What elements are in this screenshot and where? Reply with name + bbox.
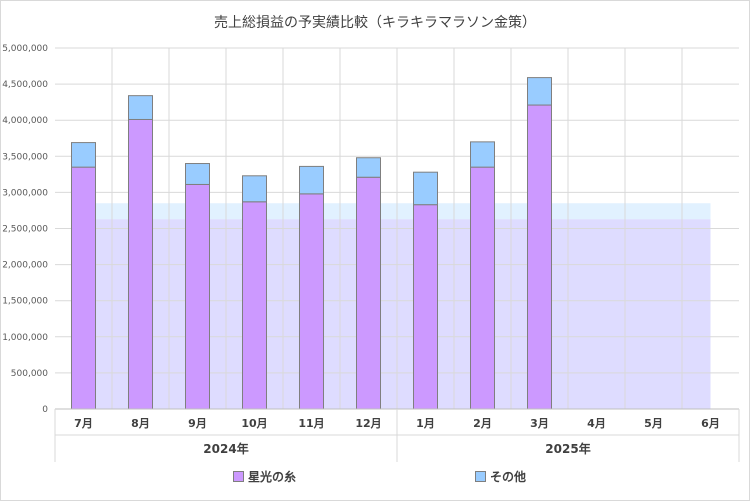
x-tick-label: 4月 <box>587 417 606 430</box>
bar-segment-series-1 <box>527 104 552 410</box>
bar-segment-series-2 <box>470 141 495 168</box>
x-tick-label: 7月 <box>74 417 93 430</box>
x-tick-label: 8月 <box>131 417 150 430</box>
y-tick-label: 3,500,000 <box>2 152 48 162</box>
legend-swatch-series-1 <box>233 471 244 482</box>
bar-segment-series-2 <box>527 77 552 106</box>
bar-segment-series-1 <box>470 166 495 410</box>
y-tick-label: 0 <box>42 405 48 415</box>
bar-segment-series-1 <box>128 118 153 410</box>
bar-segment-series-2 <box>71 142 96 168</box>
x-tick-label: 9月 <box>188 417 207 430</box>
bar-segment-series-2 <box>128 95 153 120</box>
y-tick-label: 4,000,000 <box>2 116 48 126</box>
y-tick-label: 3,000,000 <box>2 188 48 198</box>
y-tick-label: 2,000,000 <box>2 261 48 271</box>
bar-segment-series-1 <box>413 204 438 410</box>
bar-segment-series-1 <box>299 193 324 410</box>
y-tick-label: 500,000 <box>11 369 48 379</box>
x-tick-label: 1月 <box>416 417 435 430</box>
axes-layer: 0 500,000 1,000,000 1,500,000 2,000,000 2,500… <box>2 44 740 462</box>
legend-item-series-1: 星光の糸 <box>233 468 296 485</box>
bar-segment-series-2 <box>413 171 438 206</box>
bar-segment-series-2 <box>299 165 324 195</box>
gridlines <box>55 47 739 409</box>
legend-label-series-2: その他 <box>490 470 527 484</box>
bar-segment-series-2 <box>242 175 267 203</box>
legend-item-series-2: その他 <box>475 468 526 485</box>
bar-segment-series-2 <box>185 163 210 185</box>
y-tick-label: 5,000,000 <box>2 44 48 54</box>
legend-label-series-1: 星光の糸 <box>248 470 297 484</box>
year-group-label: 2024年 <box>203 441 248 456</box>
x-tick-label: 10月 <box>241 417 267 430</box>
x-tick-label: 5月 <box>644 417 663 430</box>
x-tick-label: 3月 <box>530 417 549 430</box>
y-tick-label: 1,000,000 <box>2 333 48 343</box>
bar-segment-series-1 <box>242 201 267 410</box>
x-tick-label: 12月 <box>355 417 381 430</box>
chart-title: 売上総損益の予実績比較（キラキラマラソン金策） <box>214 15 536 31</box>
legend: 星光の糸 その他 <box>0 468 750 486</box>
y-tick-label: 1,500,000 <box>2 297 48 307</box>
bar-segment-series-1 <box>356 176 381 410</box>
x-tick-label: 6月 <box>701 417 720 430</box>
x-tick-label: 2月 <box>473 417 492 430</box>
x-tick-label: 11月 <box>298 417 324 430</box>
y-tick-label: 2,500,000 <box>2 225 48 235</box>
bars-layer <box>71 77 552 410</box>
legend-swatch-series-2 <box>475 471 486 482</box>
bar-segment-series-2 <box>356 157 381 178</box>
year-group-label: 2025年 <box>545 441 590 456</box>
y-tick-label: 4,500,000 <box>2 80 48 90</box>
bar-segment-series-1 <box>71 166 96 410</box>
bar-segment-series-1 <box>185 183 210 410</box>
